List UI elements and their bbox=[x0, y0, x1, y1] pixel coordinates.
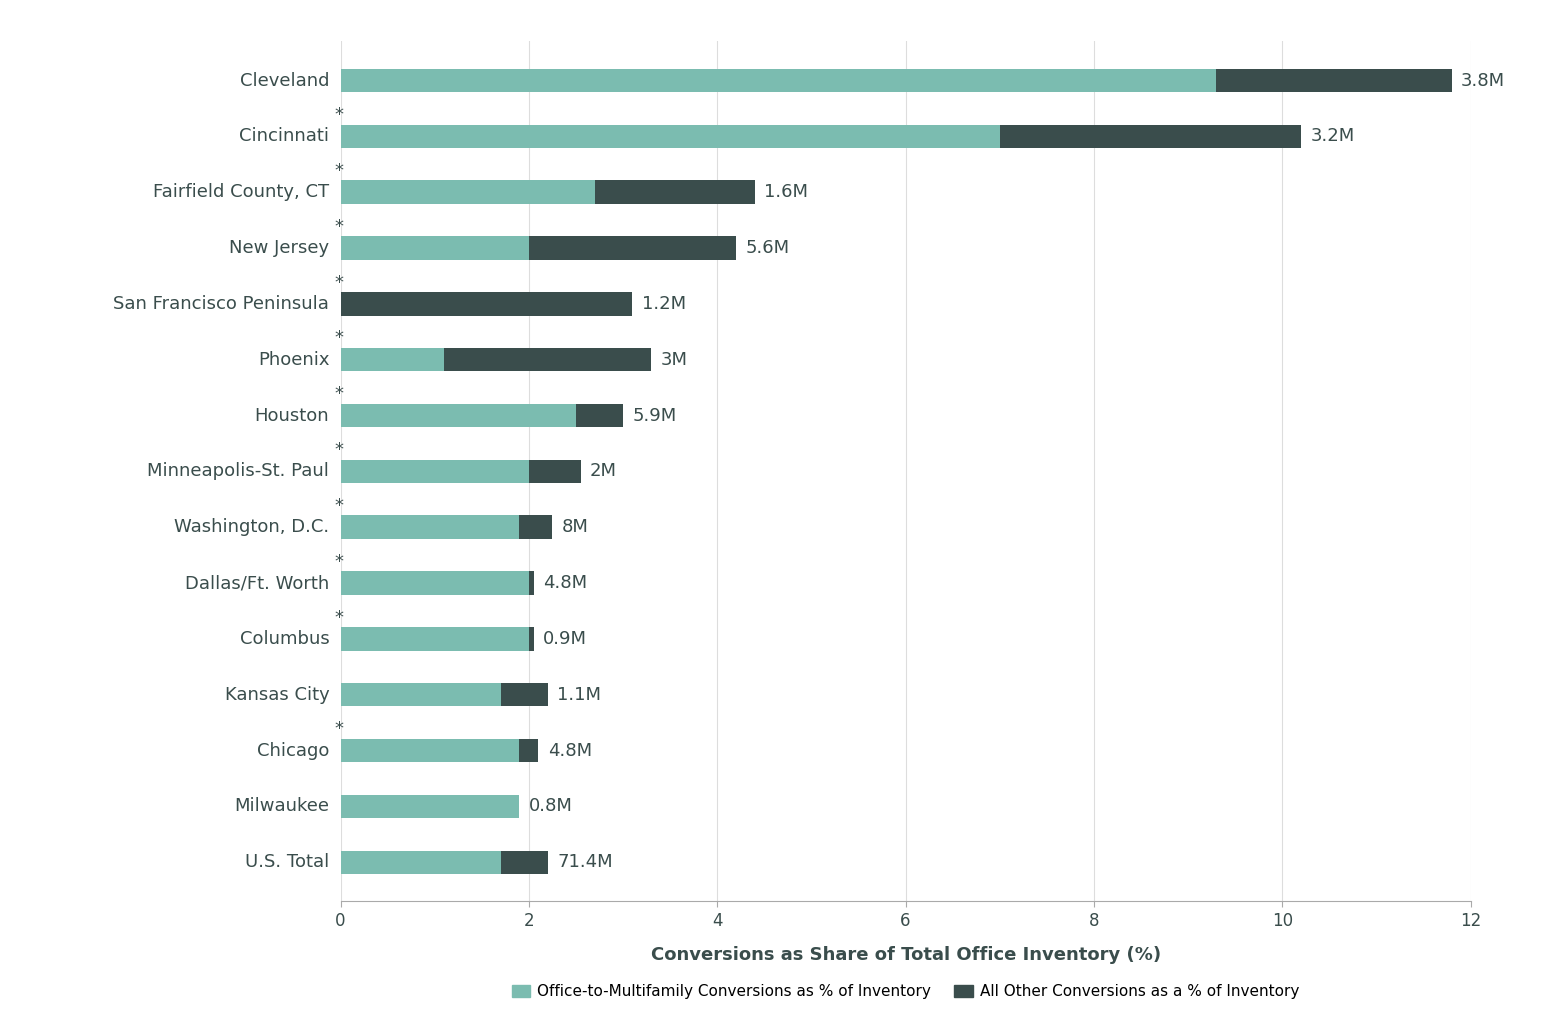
Bar bbox=[444, 348, 652, 372]
Text: Fairfield County, CT: Fairfield County, CT bbox=[153, 183, 330, 201]
Bar bbox=[529, 627, 534, 651]
Text: Minneapolis-St. Paul: Minneapolis-St. Paul bbox=[147, 462, 330, 481]
Text: *: * bbox=[334, 162, 344, 180]
Bar bbox=[594, 180, 755, 204]
Text: U.S. Total: U.S. Total bbox=[245, 854, 330, 871]
Text: Cleveland: Cleveland bbox=[240, 71, 330, 89]
Text: Dallas/Ft. Worth: Dallas/Ft. Worth bbox=[186, 574, 330, 592]
Bar bbox=[341, 795, 520, 818]
Text: *: * bbox=[334, 329, 344, 347]
Bar bbox=[1000, 124, 1300, 148]
Bar bbox=[341, 292, 633, 316]
X-axis label: Conversions as Share of Total Office Inventory (%): Conversions as Share of Total Office Inv… bbox=[650, 947, 1161, 965]
Text: *: * bbox=[334, 497, 344, 515]
Text: *: * bbox=[334, 106, 344, 124]
Text: Houston: Houston bbox=[254, 406, 330, 425]
Text: Phoenix: Phoenix bbox=[259, 351, 330, 369]
Bar bbox=[500, 851, 548, 874]
Text: 5.6M: 5.6M bbox=[746, 239, 789, 257]
Text: 1.2M: 1.2M bbox=[642, 295, 686, 313]
Text: *: * bbox=[334, 553, 344, 571]
Bar bbox=[341, 180, 594, 204]
Bar bbox=[341, 348, 444, 372]
Text: 5.9M: 5.9M bbox=[633, 406, 676, 425]
Bar bbox=[520, 739, 539, 762]
Bar bbox=[341, 627, 529, 651]
Text: Washington, D.C.: Washington, D.C. bbox=[173, 518, 330, 537]
Bar bbox=[529, 571, 534, 595]
Bar bbox=[529, 460, 580, 483]
Text: Columbus: Columbus bbox=[240, 630, 330, 648]
Text: Cincinnati: Cincinnati bbox=[240, 127, 330, 145]
Bar bbox=[500, 683, 548, 707]
Bar bbox=[341, 236, 529, 260]
Text: 71.4M: 71.4M bbox=[557, 854, 613, 871]
Text: *: * bbox=[334, 274, 344, 292]
Text: 3M: 3M bbox=[661, 351, 687, 369]
Bar bbox=[341, 571, 529, 595]
Text: 3.2M: 3.2M bbox=[1311, 127, 1354, 145]
Text: *: * bbox=[334, 720, 344, 739]
Text: 0.8M: 0.8M bbox=[529, 798, 573, 815]
Text: *: * bbox=[334, 218, 344, 236]
Text: *: * bbox=[334, 441, 344, 459]
Text: 8M: 8M bbox=[562, 518, 588, 537]
Text: 2M: 2M bbox=[590, 462, 618, 481]
Text: 3.8M: 3.8M bbox=[1461, 71, 1505, 89]
Bar bbox=[341, 124, 1000, 148]
Text: Chicago: Chicago bbox=[257, 742, 330, 759]
Bar bbox=[341, 404, 576, 427]
Text: San Francisco Peninsula: San Francisco Peninsula bbox=[113, 295, 330, 313]
Text: 1.6M: 1.6M bbox=[765, 183, 808, 201]
Legend: Office-to-Multifamily Conversions as % of Inventory, All Other Conversions as a : Office-to-Multifamily Conversions as % o… bbox=[505, 978, 1307, 1006]
Bar bbox=[341, 516, 520, 539]
Bar bbox=[341, 460, 529, 483]
Text: *: * bbox=[334, 609, 344, 627]
Text: Milwaukee: Milwaukee bbox=[234, 798, 330, 815]
Text: New Jersey: New Jersey bbox=[229, 239, 330, 257]
Bar bbox=[576, 404, 622, 427]
Bar bbox=[341, 851, 500, 874]
Text: Kansas City: Kansas City bbox=[224, 686, 330, 703]
Bar bbox=[1217, 68, 1452, 92]
Text: 0.9M: 0.9M bbox=[543, 630, 587, 648]
Bar bbox=[341, 68, 1217, 92]
Text: 1.1M: 1.1M bbox=[557, 686, 601, 703]
Bar bbox=[341, 683, 500, 707]
Text: 4.8M: 4.8M bbox=[543, 574, 587, 592]
Bar bbox=[529, 236, 737, 260]
Bar bbox=[341, 739, 520, 762]
Bar bbox=[520, 516, 553, 539]
Text: *: * bbox=[334, 385, 344, 403]
Text: 4.8M: 4.8M bbox=[548, 742, 591, 759]
